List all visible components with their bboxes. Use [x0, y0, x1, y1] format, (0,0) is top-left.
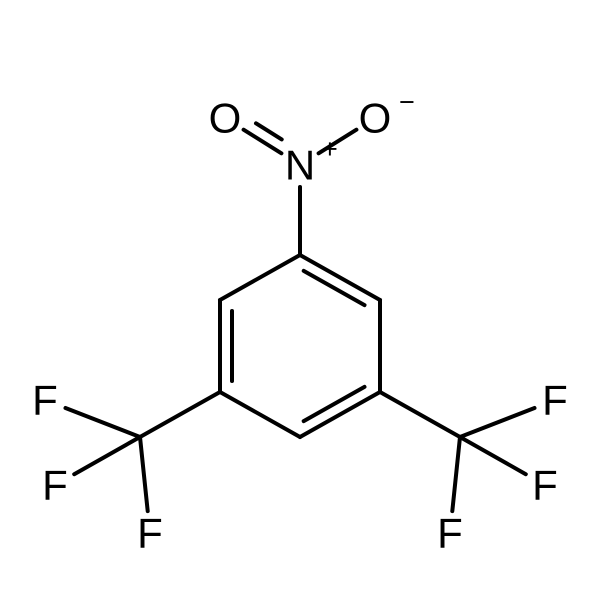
atom-O1: O	[209, 95, 242, 142]
atom-F3: F	[437, 510, 463, 557]
bond-CF3a-F1	[460, 408, 535, 437]
bond-C5-CF3b	[140, 392, 220, 437]
atom-F1: F	[542, 377, 568, 424]
atom-F4: F	[32, 377, 58, 424]
bond-C3-CF3a	[380, 392, 460, 437]
charge-N: +	[322, 134, 338, 164]
atom-N: N	[285, 142, 315, 189]
bond-CF3b-F4	[66, 408, 141, 437]
bond-N-O1-2	[256, 123, 282, 139]
molecule-diagram: N+OO−FFFFFF	[0, 0, 600, 600]
bond-CF3a-F2	[460, 437, 526, 474]
atom-O2: O	[359, 95, 392, 142]
bond-C4-C5	[220, 392, 300, 437]
bond-CF3b-F6	[140, 437, 148, 511]
atom-F2: F	[532, 462, 558, 509]
charge-O2: −	[399, 87, 415, 117]
atom-F5: F	[42, 462, 68, 509]
bond-CF3b-F5	[74, 437, 140, 474]
atom-F6: F	[137, 510, 163, 557]
bond-CF3a-F3	[452, 437, 460, 511]
bond-C6-C1	[220, 255, 300, 300]
bond-N-O1	[244, 130, 282, 154]
